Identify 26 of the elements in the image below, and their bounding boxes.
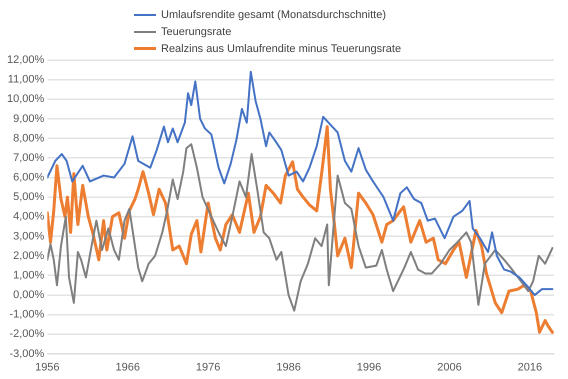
y-tick-label: -3,00% bbox=[9, 348, 45, 360]
x-tick-label: 2016 bbox=[518, 361, 542, 374]
y-tick-label: 7,00% bbox=[13, 152, 45, 164]
y-tick-label: 12,00% bbox=[6, 54, 45, 66]
x-tick-label: 1956 bbox=[35, 361, 60, 374]
y-tick-label: 0,00% bbox=[13, 289, 45, 302]
y-tick-label: 9,00% bbox=[13, 112, 45, 125]
x-tick-label: 1986 bbox=[276, 361, 301, 374]
y-tick-label: 2,00% bbox=[13, 250, 45, 262]
y-tick-label: 11,00% bbox=[8, 74, 45, 86]
y-tick-label: 8,00% bbox=[13, 132, 45, 144]
y-tick-label: 4,00% bbox=[13, 210, 45, 223]
y-tick-label: -2,00% bbox=[9, 328, 45, 340]
x-tick-label: 1976 bbox=[196, 361, 220, 374]
x-tick-label: 2006 bbox=[437, 361, 462, 374]
legend-label: Teuerungsrate bbox=[161, 26, 232, 38]
legend-label: Umlaufsrendite gesamt (Monatsdurchschnitte) bbox=[161, 8, 386, 20]
y-tick-label: 5,00% bbox=[13, 191, 45, 204]
x-tick-label: 1996 bbox=[356, 361, 382, 374]
y-tick-label: 10,00% bbox=[6, 93, 45, 106]
y-tick-label: 1,00% bbox=[13, 269, 45, 282]
y-tick-label: -1,00% bbox=[9, 308, 45, 321]
legend-label: Realzins aus Umlaufrendite minus Teuerungsrate bbox=[161, 42, 402, 54]
y-tick-label: 3,00% bbox=[13, 230, 45, 242]
y-tick-label: 6,00% bbox=[13, 172, 45, 184]
x-tick-label: 1966 bbox=[115, 361, 140, 374]
